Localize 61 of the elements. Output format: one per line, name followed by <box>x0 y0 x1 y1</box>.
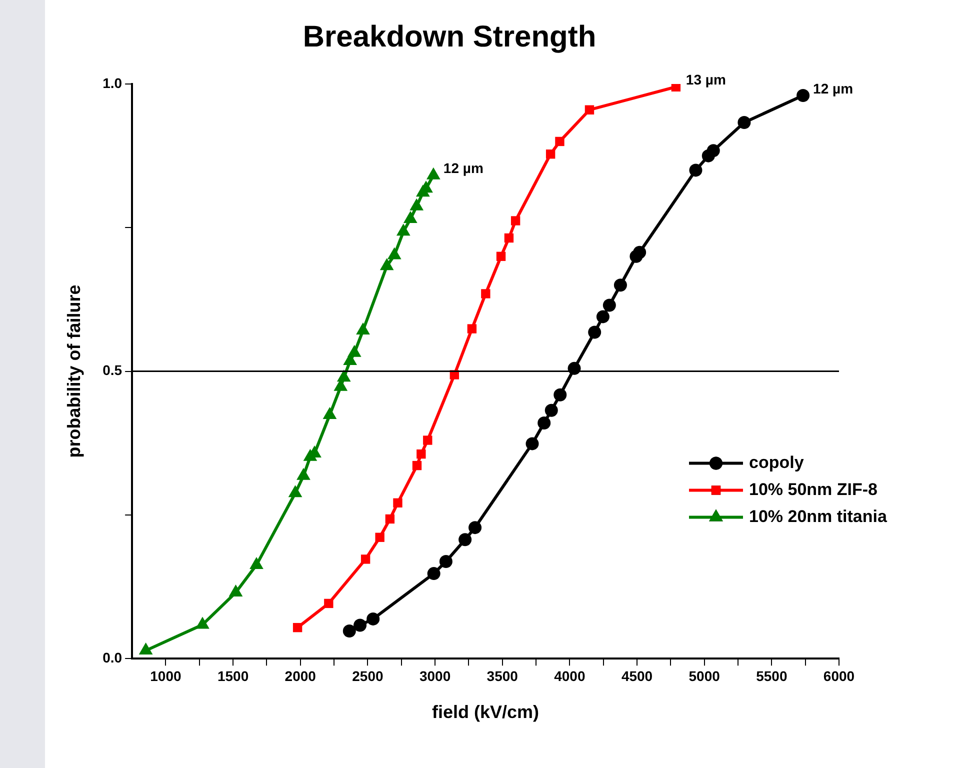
point <box>496 252 506 261</box>
point <box>689 164 702 177</box>
point <box>354 618 367 632</box>
point <box>468 521 482 534</box>
x-tick-label: 1000 <box>150 668 182 684</box>
x-tick-label: 4500 <box>621 668 653 684</box>
x-tick-label: 2500 <box>352 668 384 684</box>
x-tick-label: 5000 <box>688 668 720 684</box>
point <box>366 612 380 626</box>
legend-label: 10% 20nm titania <box>749 506 888 526</box>
point <box>538 416 551 430</box>
point <box>633 246 646 259</box>
legend-label: 10% 50nm ZIF-8 <box>749 480 878 499</box>
x-tick-label: 2000 <box>284 668 316 684</box>
point <box>324 598 334 608</box>
legend-label: copoly <box>749 452 804 472</box>
point <box>360 554 370 564</box>
point <box>412 460 422 470</box>
point <box>546 150 556 159</box>
point <box>738 116 751 129</box>
point <box>423 436 432 445</box>
point <box>439 554 452 568</box>
point <box>544 404 558 417</box>
annotation: 13 µm <box>686 72 726 88</box>
x-tick-label: 3500 <box>486 668 518 684</box>
point <box>385 514 395 524</box>
x-tick-label: 1500 <box>217 668 249 684</box>
x-axis-title: field (kV/cm) <box>432 702 540 722</box>
point <box>375 532 384 542</box>
point <box>416 449 426 459</box>
x-tick-label: 3000 <box>419 668 451 684</box>
point <box>458 533 472 546</box>
point <box>671 84 681 92</box>
annotation: 12 µm <box>443 160 484 176</box>
y-tick-label: 0.0 <box>102 649 122 666</box>
x-tick-label: 4000 <box>554 668 586 684</box>
point <box>393 498 402 508</box>
point <box>481 289 490 298</box>
point <box>554 388 567 402</box>
x-tick-label: 5500 <box>756 668 788 684</box>
point <box>504 233 514 243</box>
point <box>614 278 627 292</box>
y-tick-label: 1.0 <box>102 74 122 91</box>
chart-title: Breakdown Strength <box>302 20 596 54</box>
point <box>602 298 616 312</box>
point <box>342 624 356 638</box>
point <box>796 88 810 102</box>
point <box>706 144 720 158</box>
point <box>510 216 520 226</box>
point <box>427 567 440 580</box>
x-tick-label: 6000 <box>823 668 855 684</box>
annotation: 12 µm <box>813 80 854 96</box>
point <box>467 324 477 334</box>
point <box>292 622 302 632</box>
point <box>596 310 610 324</box>
point <box>584 105 594 114</box>
point <box>555 136 564 146</box>
point <box>526 437 539 450</box>
y-tick-label: 0.5 <box>102 362 122 378</box>
point <box>588 326 602 339</box>
y-axis-title: probability of failure <box>64 284 84 458</box>
